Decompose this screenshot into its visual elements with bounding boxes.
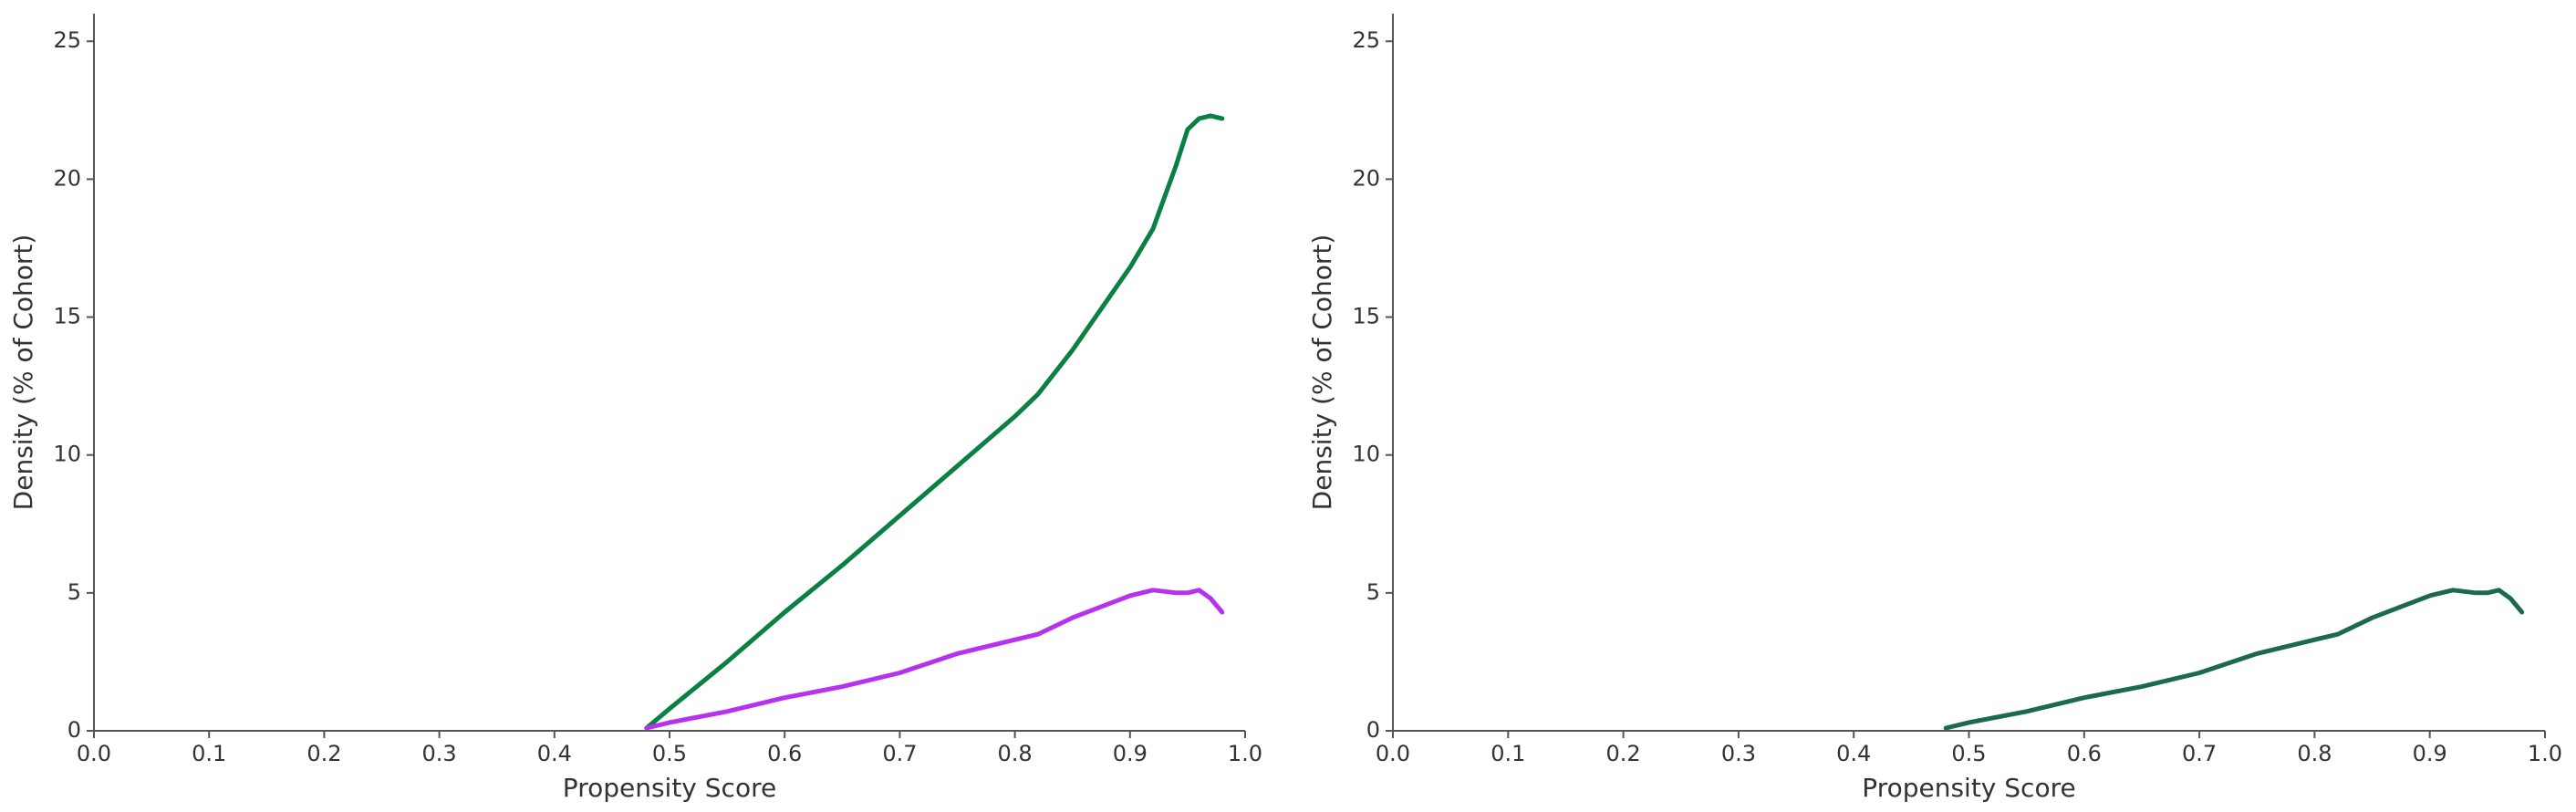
y-axis-title: Density (% of Cohort) [1307,234,1337,511]
x-tick-label: 0.5 [1951,741,1986,766]
x-tick-label: 0.6 [2067,741,2102,766]
x-tick-label: 0.9 [1113,741,1148,766]
y-tick-label: 15 [53,304,81,329]
x-tick-label: 1.0 [1228,741,1262,766]
y-tick-label: 10 [53,442,81,467]
x-tick-label: 0.2 [306,741,341,766]
data-line [644,588,1225,731]
x-tick-label: 0.7 [2182,741,2217,766]
y-tick-label: 20 [53,165,81,191]
x-tick-label: 0.8 [998,741,1033,766]
x-axis-title: Propensity Score [1862,773,2075,803]
x-tick-label: 0.6 [767,741,802,766]
x-tick-label: 0.3 [1721,741,1756,766]
y-tick-label: 25 [53,27,81,53]
y-tick-label: 20 [1352,165,1380,191]
data-line [644,113,1225,731]
x-tick-label: 0.8 [2297,741,2332,766]
y-tick-label: 0 [1366,717,1380,743]
x-tick-label: 0.0 [77,741,111,766]
y-tick-label: 10 [1352,442,1380,467]
x-tick-label: 0.4 [1836,741,1871,766]
y-tick-label: 0 [68,717,81,743]
x-tick-label: 0.1 [192,741,226,766]
x-tick-label: 0.0 [1376,741,1410,766]
y-tick-label: 5 [68,579,81,605]
y-axis-title: Density (% of Cohort) [8,234,38,511]
x-tick-label: 0.3 [422,741,457,766]
data-line [1943,588,2525,731]
y-tick-label: 25 [1352,27,1380,53]
x-tick-label: 0.1 [1491,741,1525,766]
x-tick-label: 0.5 [652,741,687,766]
x-tick-label: 0.2 [1606,741,1641,766]
x-tick-label: 1.0 [2528,741,2562,766]
y-tick-label: 15 [1352,304,1380,329]
x-tick-label: 0.4 [537,741,572,766]
x-tick-label: 0.9 [2413,741,2447,766]
y-tick-label: 5 [1366,579,1380,605]
x-tick-label: 0.7 [882,741,917,766]
x-axis-title: Propensity Score [563,773,776,803]
